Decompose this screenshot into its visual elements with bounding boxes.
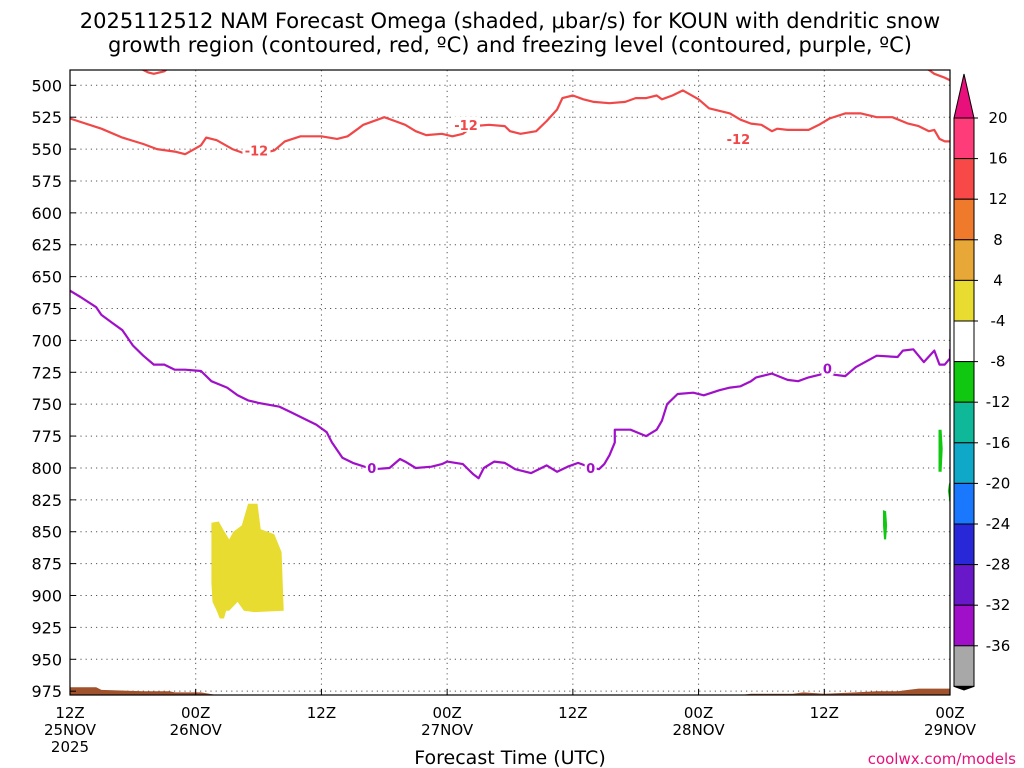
y-tick-label: 650 <box>31 268 62 287</box>
colorbar-label: 4 <box>993 271 1003 289</box>
x-tick-label: 00Z <box>684 704 713 722</box>
y-tick-label: 600 <box>31 204 62 223</box>
omega-shaded-region <box>947 483 950 507</box>
credit-text: coolwx.com/models <box>868 750 1016 768</box>
colorbar-label: -8 <box>991 353 1006 371</box>
contour-label-bg <box>821 360 834 376</box>
colorbar-label: -28 <box>986 556 1011 574</box>
colorbar-label: -32 <box>986 596 1011 614</box>
contour-label-bg <box>724 130 753 146</box>
y-tick-label: 725 <box>31 363 62 382</box>
y-tick-label: 675 <box>31 300 62 319</box>
x-tick-label: 12Z <box>810 704 839 722</box>
chart-title-line-1: 2025112512 NAM Forecast Omega (shaded, μ… <box>80 9 940 33</box>
colorbar-swatch <box>953 158 975 200</box>
colorbar-label: -4 <box>991 312 1006 330</box>
colorbar-label: -24 <box>986 515 1011 533</box>
contour-layer <box>70 70 950 480</box>
contour-label-bg <box>584 459 597 475</box>
x-tick-label: 27NOV <box>421 721 474 739</box>
colorbar-bottom-arrow <box>953 685 975 691</box>
colorbar-swatch <box>953 604 975 647</box>
x-tick-label: 00Z <box>935 704 964 722</box>
colorbar-swatch <box>953 401 975 444</box>
y-tick-label: 775 <box>31 427 62 446</box>
x-tick-label: 26NOV <box>170 721 223 739</box>
y-tick-label: 700 <box>31 331 62 350</box>
colorbar-top-arrow <box>953 73 975 119</box>
x-tick-label: 12Z <box>558 704 587 722</box>
y-tick-label: 875 <box>31 555 62 574</box>
terrain-layer <box>70 687 950 695</box>
contour-label-bg <box>452 116 480 132</box>
colorbar-label: -36 <box>986 637 1011 655</box>
contour-line <box>70 89 950 156</box>
y-tick-label: 825 <box>31 491 62 510</box>
contour-label: 0 <box>823 362 832 377</box>
omega-shaded-region <box>883 510 888 540</box>
y-tick-label: 925 <box>31 618 62 637</box>
chart-title-line-2: growth region (contoured, red, ºC) and f… <box>108 33 912 57</box>
plot-frame <box>69 69 951 696</box>
y-tick-label: 975 <box>31 682 62 701</box>
contour-line <box>70 289 950 480</box>
x-tick-label: 29NOV <box>924 721 977 739</box>
y-tick-label: 950 <box>31 650 62 669</box>
y-axis: 500 525 550 575 600 625 650 675 700 725 750 775 800 8… <box>31 76 76 701</box>
colorbar-swatch <box>953 279 975 322</box>
y-tick-label: 850 <box>31 523 62 542</box>
colorbar-label: 20 <box>988 109 1007 127</box>
x-tick-label: 25NOV <box>44 721 97 739</box>
contour-label: -12 <box>245 144 269 159</box>
x-tick-label: 00Z <box>432 704 461 722</box>
colorbar-swatch <box>953 239 975 281</box>
y-tick-label: 525 <box>31 108 62 127</box>
x-tick-label: 2025 <box>51 738 89 756</box>
contour-label-bg <box>242 142 271 158</box>
colorbar-swatch <box>953 117 975 160</box>
colorbar-label: -12 <box>986 393 1011 411</box>
contour-label-bg <box>365 459 378 475</box>
contour-label: -12 <box>727 133 751 148</box>
colorbar: 20 16 12 8 4 -4 -8 -12 -16 -20 -24 -28 -32 -36 <box>953 73 1011 691</box>
y-tick-label: 900 <box>31 587 62 606</box>
contour-line <box>926 70 950 82</box>
x-tick-label: 12Z <box>55 704 84 722</box>
contour-label: 0 <box>586 462 595 477</box>
x-tick-label: 00Z <box>181 704 210 722</box>
y-tick-label: 575 <box>31 172 62 191</box>
colorbar-label: 8 <box>993 231 1003 249</box>
colorbar-swatch <box>953 198 975 241</box>
y-tick-label: 800 <box>31 459 62 478</box>
colorbar-swatch <box>953 482 975 525</box>
colorbar-swatch <box>953 645 975 687</box>
colorbar-swatch <box>953 523 975 566</box>
x-tick-label: 28NOV <box>673 721 726 739</box>
colorbar-label: 16 <box>988 150 1007 168</box>
colorbar-swatch <box>953 564 975 606</box>
y-tick-label: 550 <box>31 140 62 159</box>
y-tick-label: 500 <box>31 76 62 95</box>
contour-labels: -12 -12 -12 0 0 0 <box>242 116 834 477</box>
x-tick-label: 12Z <box>307 704 336 722</box>
colorbar-label: 12 <box>988 190 1007 208</box>
colorbar-swatch <box>953 442 975 484</box>
omega-shaded-region <box>211 503 284 619</box>
contour-label: 0 <box>367 462 376 477</box>
omega-shaded-region <box>938 429 943 472</box>
colorbar-swatch <box>953 320 975 363</box>
terrain-fill <box>70 687 950 695</box>
colorbar-label: -20 <box>986 474 1011 492</box>
y-tick-label: 750 <box>31 395 62 414</box>
y-tick-label: 625 <box>31 236 62 255</box>
x-axis-label: Forecast Time (UTC) <box>414 747 605 768</box>
gridlines <box>70 70 950 695</box>
contour-label: -12 <box>454 119 478 134</box>
colorbar-swatch <box>953 361 975 403</box>
colorbar-label: -16 <box>986 434 1011 452</box>
omega-shading <box>211 429 950 619</box>
